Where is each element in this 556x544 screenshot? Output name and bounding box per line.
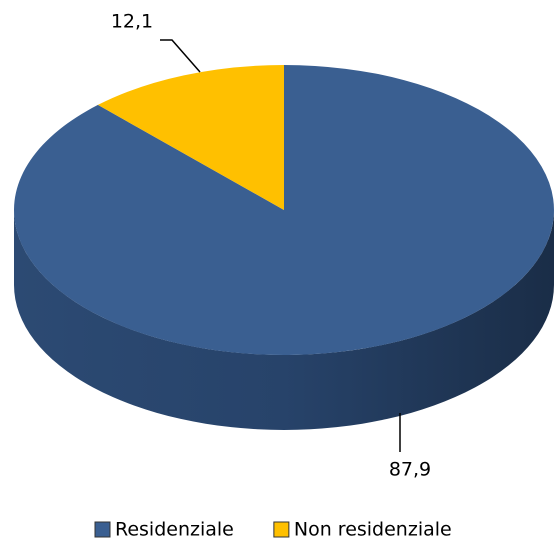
slice-side bbox=[14, 210, 554, 430]
data-label: 12,1 bbox=[111, 11, 153, 33]
legend-label: Non residenziale bbox=[294, 519, 452, 541]
legend: Residenziale Non residenziale bbox=[94, 519, 452, 541]
legend-label: Residenziale bbox=[115, 519, 234, 541]
leader-line bbox=[160, 39, 201, 73]
data-labels: 87,9 12,1 bbox=[111, 11, 431, 481]
legend-swatch bbox=[273, 521, 290, 538]
slice bbox=[97, 65, 284, 210]
legend-swatch bbox=[94, 521, 111, 538]
pie bbox=[13, 65, 554, 430]
slice bbox=[13, 65, 554, 356]
data-label: 87,9 bbox=[389, 459, 431, 481]
